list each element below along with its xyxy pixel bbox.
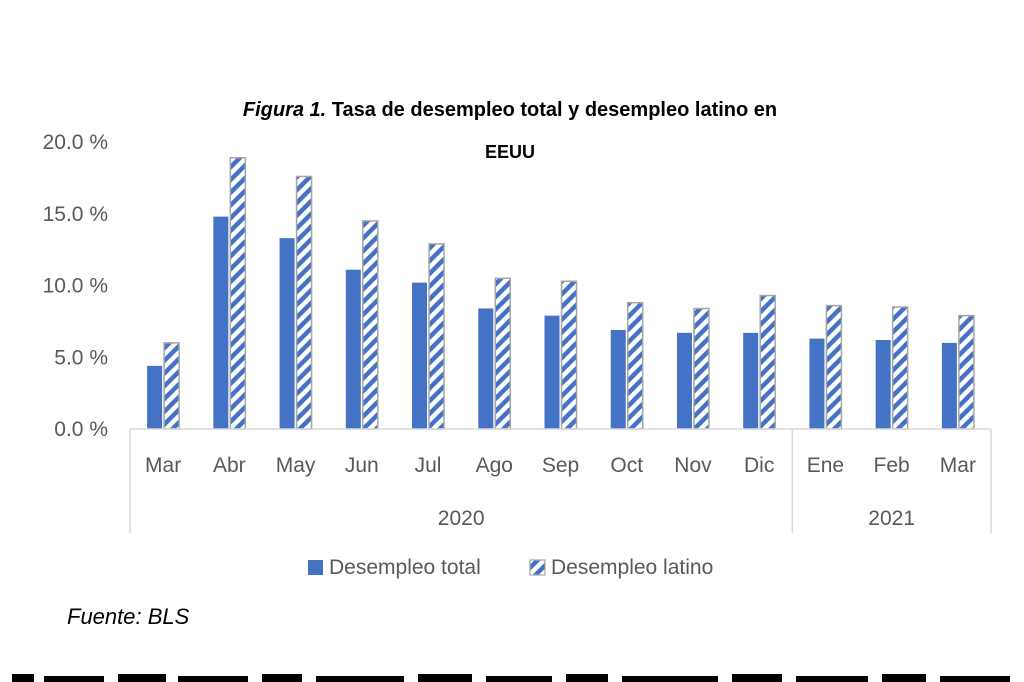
chart-title-line1: Figura 1. Tasa de desempleo total y dese…: [243, 99, 777, 121]
bar-desempleo-total: [213, 216, 229, 429]
cropped-text-strip: [12, 674, 1010, 682]
legend-swatch-desempleo-latino: [529, 559, 546, 576]
x-tick-label: Jul: [415, 454, 442, 477]
bar-desempleo-latino: [560, 280, 578, 430]
bar-desempleo-total: [478, 308, 494, 429]
bar-desempleo-total: [676, 332, 692, 429]
chart-title-prefix: Figura 1.: [243, 99, 326, 121]
x-tick-label: May: [276, 454, 316, 477]
x-axis: Mar Abr May Jun Jul Ago Sep Oct Nov Dic Ene Feb Mar 2…: [129, 428, 992, 533]
bar-desempleo-latino: [494, 277, 512, 430]
x-tick-label: Mar: [940, 454, 976, 477]
chart-title-line2: EEUU: [485, 142, 535, 162]
y-tick-label: 15.0 %: [43, 203, 108, 226]
x-group-label: 2020: [438, 507, 485, 530]
bar-desempleo-total: [544, 315, 560, 429]
source-note: Fuente: BLS: [67, 604, 190, 629]
bar-desempleo-total: [743, 332, 759, 429]
bar-desempleo-latino: [362, 220, 379, 430]
bar-desempleo-latino: [626, 301, 644, 430]
x-tick-label: Ene: [807, 454, 844, 477]
bar-desempleo-latino: [891, 306, 909, 430]
bars: [147, 157, 975, 430]
bar-desempleo-total: [279, 238, 295, 429]
bar-desempleo-total: [941, 342, 957, 429]
x-tick-label: Oct: [610, 454, 643, 477]
bar-desempleo-total: [345, 269, 361, 429]
x-tick-label: Abr: [213, 454, 246, 477]
bar-desempleo-latino: [958, 314, 975, 430]
bar-desempleo-latino: [825, 304, 843, 430]
x-tick-label: Sep: [542, 454, 579, 477]
x-tick-label: Nov: [674, 454, 712, 477]
x-tick-label: Ago: [476, 454, 513, 477]
x-tick-label: Jun: [345, 454, 379, 477]
y-tick-label: 20.0 %: [43, 131, 108, 154]
bar-desempleo-total: [147, 365, 163, 429]
bar-desempleo-total: [875, 340, 891, 429]
legend-swatch-desempleo-total: [308, 560, 323, 575]
bar-desempleo-total: [610, 329, 626, 429]
bar-desempleo-latino: [295, 175, 313, 430]
bar-desempleo-latino: [229, 157, 247, 430]
x-tick-label: Feb: [874, 454, 910, 477]
y-tick-label: 0.0 %: [54, 418, 108, 441]
x-tick-label: Dic: [744, 454, 774, 477]
bar-desempleo-latino: [428, 243, 445, 430]
legend-label-desempleo-latino: Desempleo latino: [551, 556, 713, 579]
x-group-label: 2021: [868, 507, 915, 530]
y-tick-label: 5.0 %: [54, 346, 108, 369]
y-tick-label: 10.0 %: [43, 275, 108, 298]
y-axis: 0.0 % 5.0 % 10.0 % 15.0 % 20.0 %: [43, 131, 108, 441]
bar-desempleo-total: [809, 338, 825, 429]
legend-label-desempleo-total: Desempleo total: [329, 556, 481, 579]
legend: Desempleo total Desempleo latino: [308, 556, 713, 579]
x-tick-label: Mar: [145, 454, 181, 477]
bar-desempleo-latino: [163, 342, 180, 430]
bar-desempleo-latino: [759, 294, 776, 430]
bar-desempleo-total: [412, 282, 428, 429]
bar-desempleo-latino: [693, 307, 710, 430]
chart-title-text: Tasa de desempleo total y desempleo lati…: [332, 99, 777, 121]
